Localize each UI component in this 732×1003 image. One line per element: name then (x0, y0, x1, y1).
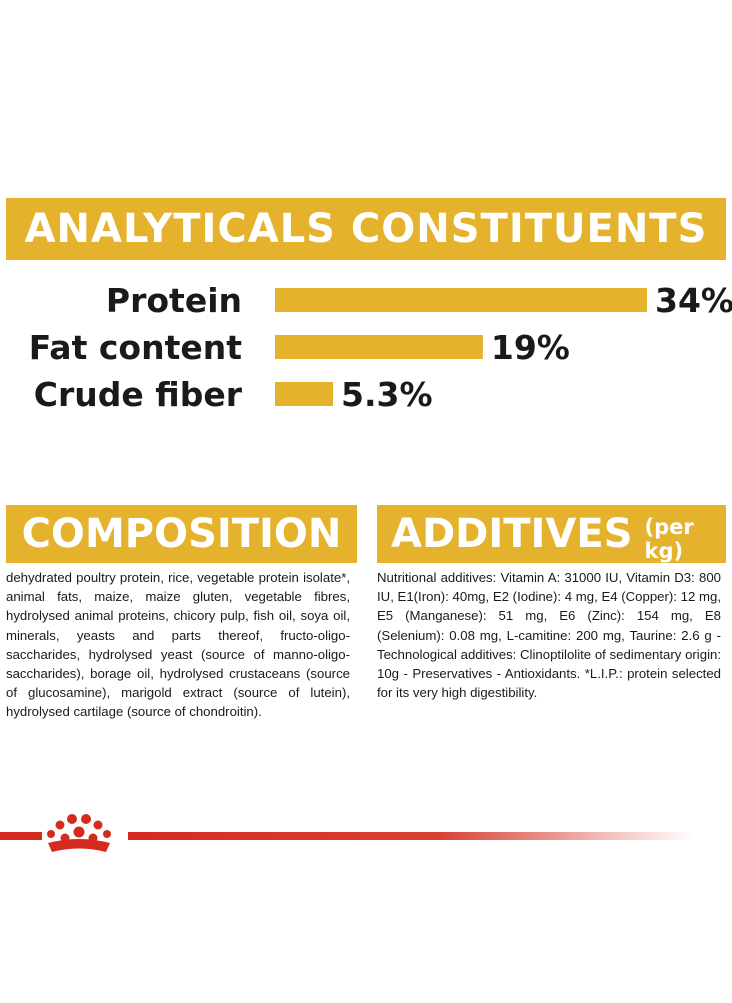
value-label-0: 34% (655, 281, 732, 320)
category-label-1: Fat content (29, 328, 243, 367)
category-label-0: Protein (106, 281, 242, 320)
bar-2 (275, 382, 333, 406)
bar-1 (275, 335, 483, 359)
composition-text: dehydrated poultry protein, rice, vegeta… (6, 570, 350, 720)
composition-banner: COMPOSITION (6, 505, 357, 563)
additives-subheading: (per kg) (644, 515, 694, 563)
bar-0 (275, 288, 647, 312)
value-label-1: 19% (491, 328, 570, 367)
additives-heading: ADDITIVES (391, 511, 633, 557)
value-label-2: 5.3% (341, 375, 433, 414)
constituents-bar-chart: Protein 34% Fat content 19% Crude fiber 5.3% (29, 281, 732, 414)
additives-banner: ADDITIVES (per kg) (377, 505, 726, 563)
chart-title: ANALYTICALS CONSTITUENTS (24, 206, 708, 252)
brand-divider (0, 814, 693, 852)
additives-text: Nutritional additives: Vitamin A: 31000 … (377, 570, 721, 701)
crown-icon (47, 814, 111, 852)
brand-line-left (0, 832, 42, 840)
brand-line-right (128, 832, 693, 840)
analytics-banner: ANALYTICALS CONSTITUENTS (6, 198, 726, 260)
composition-heading: COMPOSITION (21, 511, 342, 557)
category-label-2: Crude fiber (34, 375, 243, 414)
